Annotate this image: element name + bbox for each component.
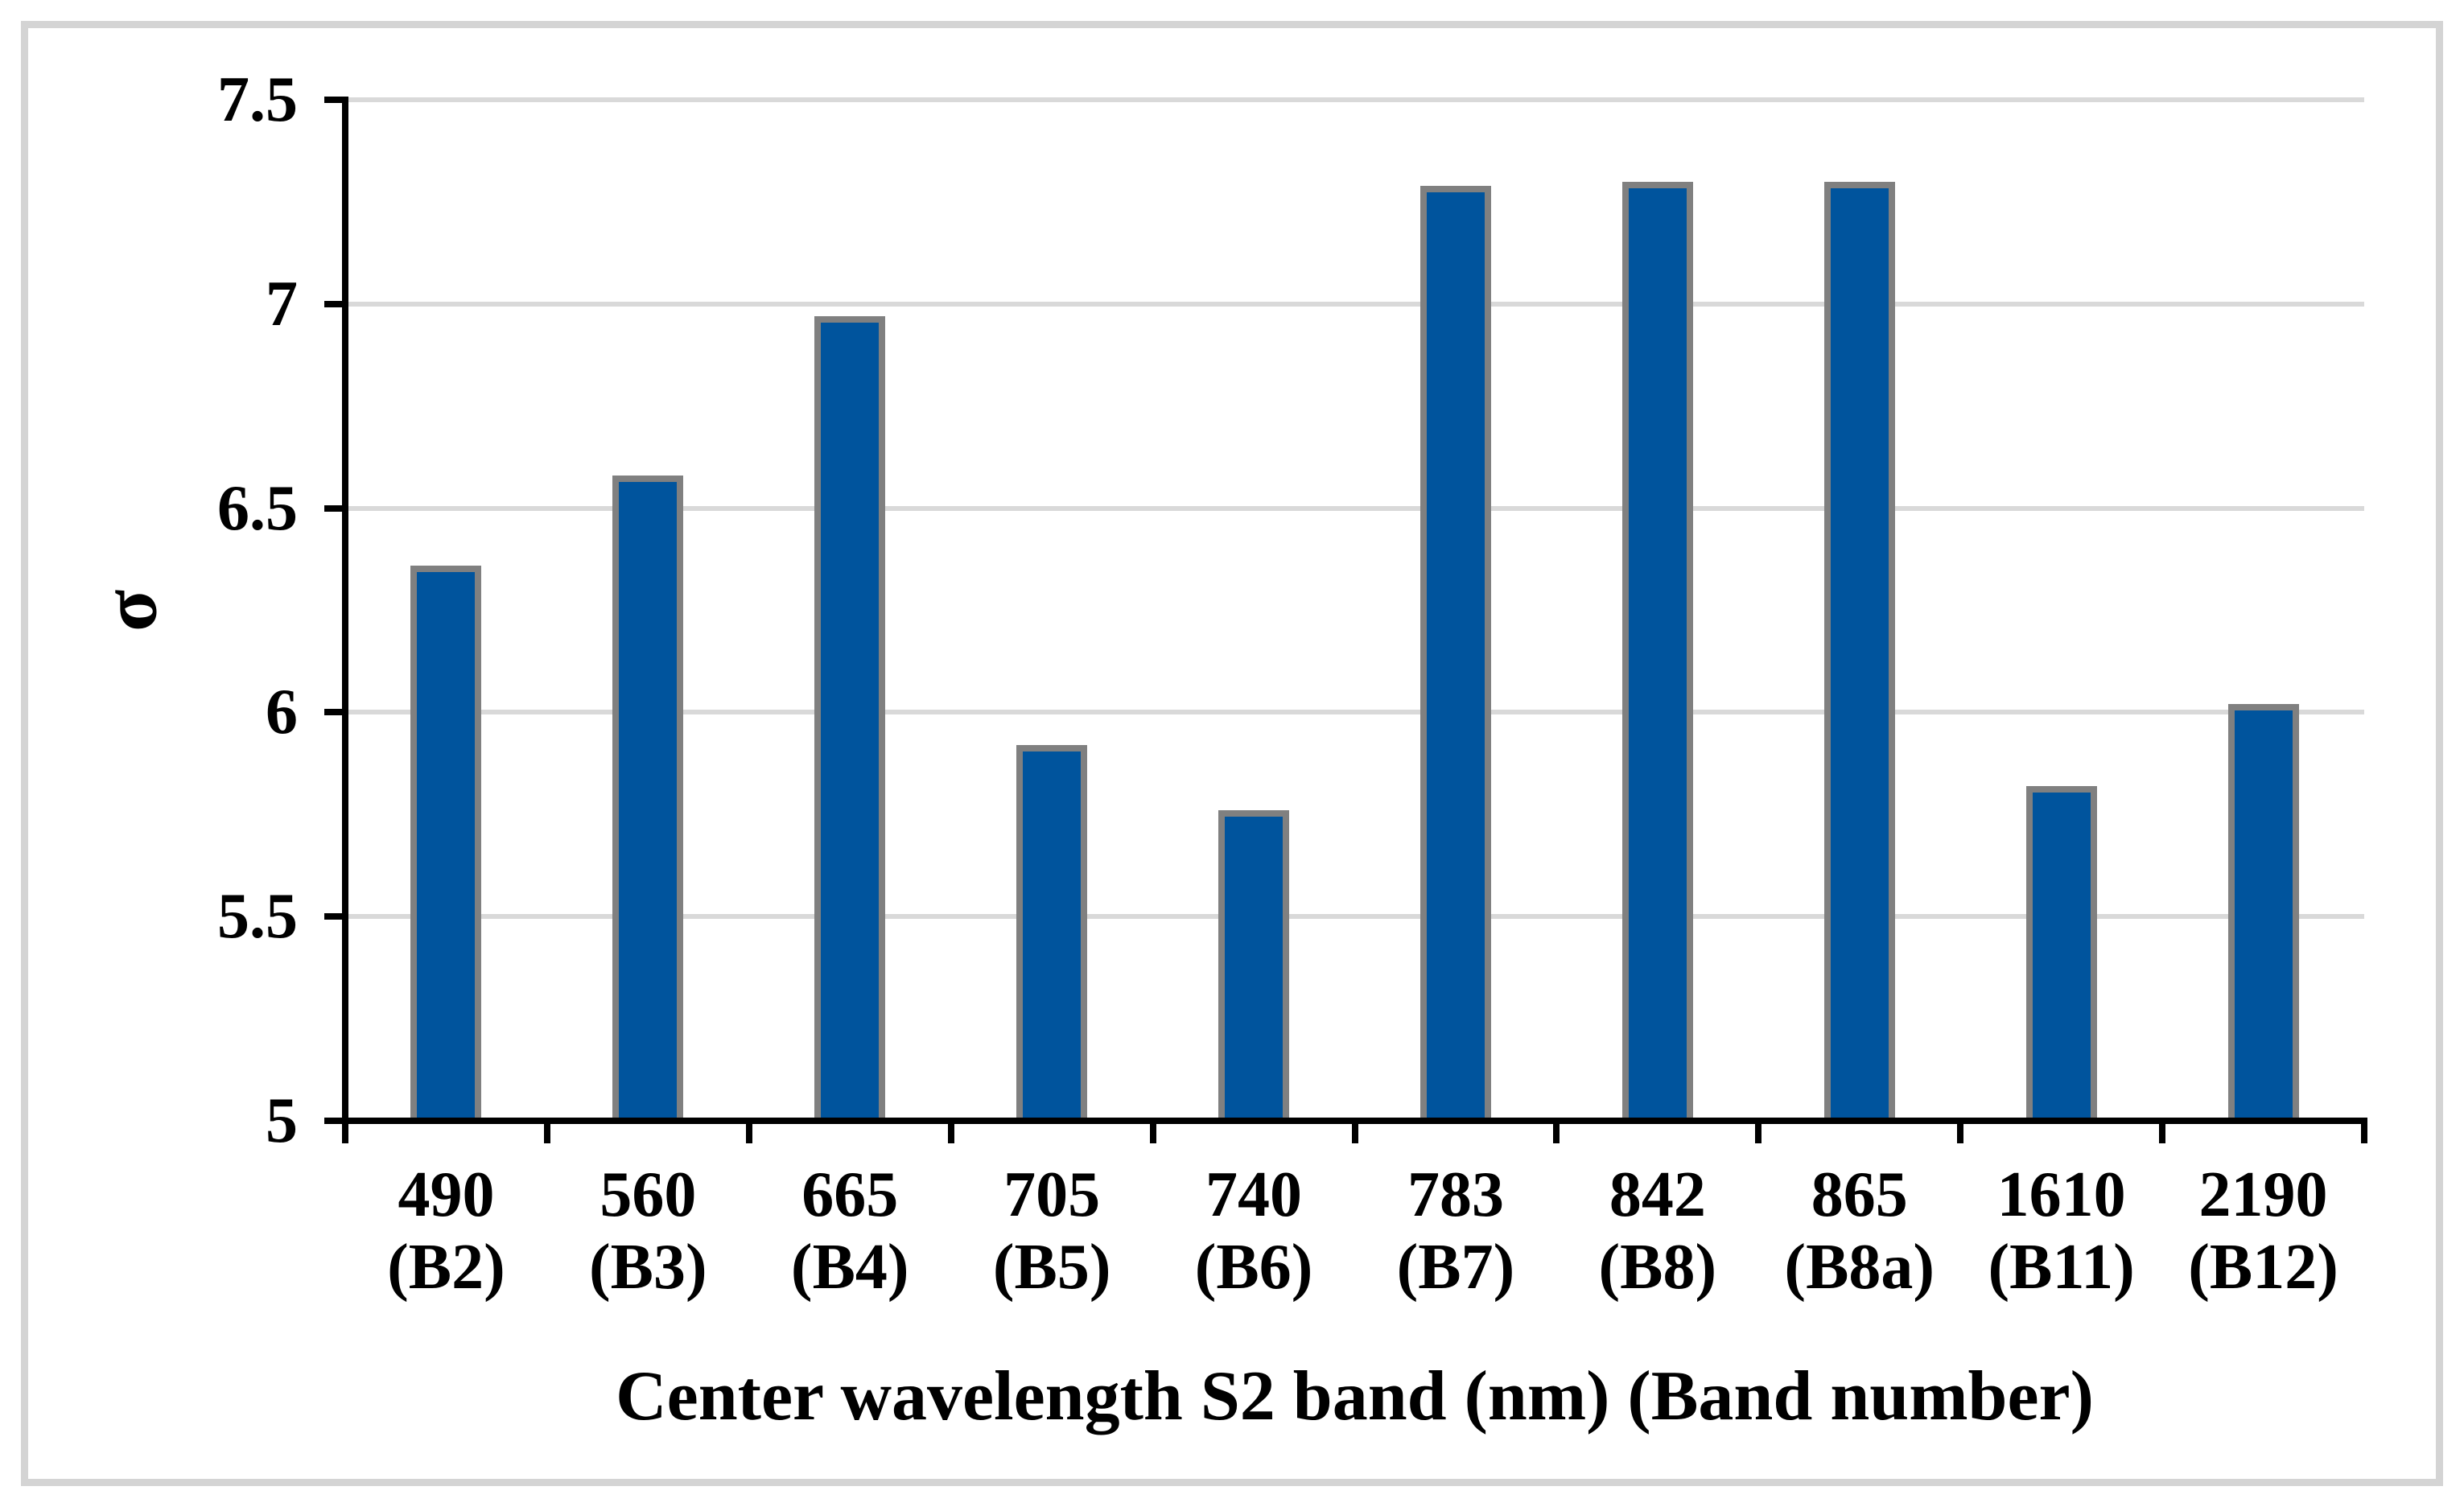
gridline — [345, 97, 2364, 102]
bar-b8 — [1621, 182, 1693, 1121]
x-category-wavelength: 2190 — [2198, 1159, 2328, 1230]
bar-b11 — [2025, 786, 2097, 1121]
x-axis-tick — [2361, 1124, 2367, 1143]
x-category-wavelength: 842 — [1609, 1159, 1706, 1230]
bar-b5 — [1016, 745, 1088, 1121]
x-category-band: (B2) — [387, 1232, 505, 1303]
x-axis-tick — [543, 1124, 550, 1143]
x-category-wavelength: 705 — [1003, 1159, 1101, 1230]
x-axis-tick — [1351, 1124, 1358, 1143]
x-axis-tick — [1149, 1124, 1156, 1143]
y-tick-label: 7 — [266, 268, 298, 340]
y-axis-tick — [324, 300, 342, 307]
y-axis-spine — [342, 97, 348, 1140]
x-category-label: 1610 (B11) — [1961, 1159, 2162, 1303]
x-category-band: (B7) — [1396, 1232, 1515, 1303]
gridline — [345, 710, 2364, 715]
y-tick-label: 7.5 — [217, 64, 298, 135]
gridline — [345, 301, 2364, 307]
x-category-band: (B12) — [2188, 1232, 2338, 1303]
x-category-band: (B6) — [1194, 1232, 1313, 1303]
y-axis-tick — [324, 1118, 342, 1124]
bar-b12 — [2227, 704, 2299, 1121]
x-category-label: 705 (B5) — [951, 1159, 1152, 1303]
x-category-band: (B3) — [589, 1232, 707, 1303]
x-category-band: (B8a) — [1784, 1232, 1935, 1303]
x-category-label: 665 (B4) — [749, 1159, 950, 1303]
x-axis-tick — [1553, 1124, 1560, 1143]
y-axis-tick — [324, 709, 342, 716]
x-axis-title: Center wavelength S2 band (nm) (Band num… — [616, 1357, 2094, 1435]
gridline — [345, 505, 2364, 511]
x-category-wavelength: 1610 — [1996, 1159, 2126, 1230]
plot-area — [345, 97, 2364, 1121]
y-axis-tick — [324, 913, 342, 920]
gridline — [345, 914, 2364, 920]
y-axis-tick — [324, 504, 342, 512]
bar-b8a — [1823, 182, 1895, 1121]
x-category-band: (B5) — [992, 1232, 1111, 1303]
bar-b3 — [612, 476, 684, 1121]
bar-b4 — [814, 316, 886, 1121]
x-category-label: 2190 (B12) — [2163, 1159, 2364, 1303]
x-category-band: (B11) — [1988, 1232, 2135, 1303]
x-axis-tick — [342, 1124, 348, 1143]
x-category-label: 740 (B6) — [1153, 1159, 1354, 1303]
x-axis-tick — [1755, 1124, 1762, 1143]
x-axis-tick — [745, 1124, 752, 1143]
x-axis-tick — [947, 1124, 954, 1143]
x-category-label: 560 (B3) — [547, 1159, 748, 1303]
bar-b6 — [1218, 810, 1290, 1121]
x-category-band: (B8) — [1598, 1232, 1717, 1303]
x-category-wavelength: 560 — [600, 1159, 697, 1230]
x-category-label: 783 (B7) — [1355, 1159, 1556, 1303]
x-category-wavelength: 783 — [1407, 1159, 1504, 1230]
x-axis-tick — [2159, 1124, 2166, 1143]
y-tick-label: 6 — [266, 677, 298, 748]
x-category-wavelength: 740 — [1205, 1159, 1303, 1230]
y-axis-title: σ — [86, 589, 173, 632]
y-tick-label: 6.5 — [217, 472, 298, 544]
y-tick-label: 5 — [266, 1085, 298, 1156]
x-category-band: (B4) — [790, 1232, 909, 1303]
x-category-label: 490 (B2) — [345, 1159, 546, 1303]
x-category-label: 842 (B8) — [1557, 1159, 1758, 1303]
y-tick-label: 5.5 — [217, 881, 298, 953]
x-category-wavelength: 665 — [801, 1159, 899, 1230]
x-axis-line — [345, 1118, 2367, 1124]
x-category-wavelength: 490 — [398, 1159, 495, 1230]
x-category-label: 865 (B8a) — [1759, 1159, 1960, 1303]
y-axis-tick — [324, 97, 342, 103]
bar-b7 — [1419, 186, 1491, 1121]
x-category-wavelength: 865 — [1811, 1159, 1908, 1230]
x-axis-tick — [1957, 1124, 1964, 1143]
bar-b2 — [410, 566, 482, 1121]
